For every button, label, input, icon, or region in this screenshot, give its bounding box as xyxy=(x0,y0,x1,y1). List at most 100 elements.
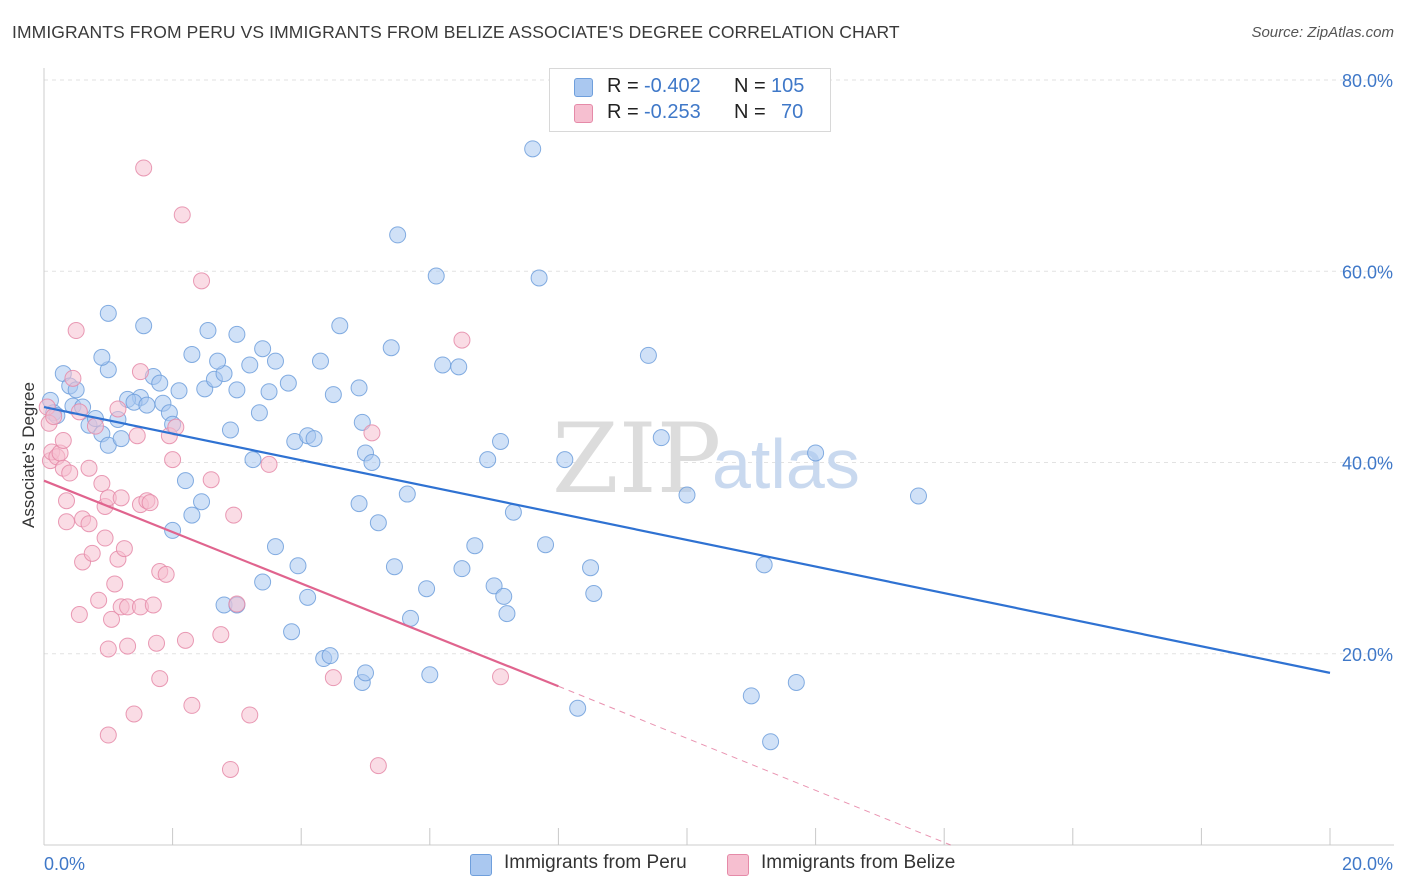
peru-point xyxy=(504,503,522,521)
belize-point xyxy=(58,513,76,531)
peru-swatch xyxy=(470,854,492,876)
r-value: -0.253 xyxy=(644,101,701,123)
belize-point xyxy=(80,459,98,477)
belize-point xyxy=(58,492,76,510)
peru-point xyxy=(585,585,603,603)
peru-point xyxy=(530,269,548,287)
peru-point xyxy=(678,486,696,504)
peru-point xyxy=(289,557,307,575)
peru-point xyxy=(112,430,130,448)
peru-point xyxy=(466,537,484,555)
legend: Immigrants from Peru Immigrants from Bel… xyxy=(0,851,1406,879)
peru-point xyxy=(389,226,407,244)
y-tick-label: 60.0% xyxy=(1342,262,1393,282)
peru-point xyxy=(418,580,436,598)
belize-point xyxy=(492,668,510,686)
y-tick-label: 40.0% xyxy=(1342,454,1393,474)
belize-point xyxy=(83,544,101,562)
belize-point xyxy=(131,363,149,381)
y-axis-title: Associate's Degree xyxy=(19,382,38,528)
peru-point xyxy=(909,487,927,505)
peru-point xyxy=(450,358,468,376)
belize-point xyxy=(183,696,201,714)
peru-point xyxy=(556,451,574,469)
peru-point xyxy=(299,588,317,606)
belize-point xyxy=(363,424,381,442)
peru-point xyxy=(492,432,510,450)
peru-point xyxy=(421,666,439,684)
belize-point xyxy=(221,760,239,778)
peru-point xyxy=(369,514,387,532)
peru-point xyxy=(350,379,368,397)
peru-point xyxy=(279,374,297,392)
peru-trend-line xyxy=(43,405,1331,674)
peru-point xyxy=(350,495,368,513)
peru-point xyxy=(787,673,805,691)
peru-point xyxy=(321,647,339,665)
r-label: R = xyxy=(607,101,639,123)
belize-trend-extension xyxy=(558,685,951,846)
peru-point xyxy=(241,356,259,374)
belize-point xyxy=(260,455,278,473)
n-value: 105 xyxy=(771,75,805,97)
belize-point xyxy=(241,706,259,724)
n-label: N = xyxy=(734,75,766,97)
peru-point xyxy=(250,404,268,422)
chart-title: IMMIGRANTS FROM PERU VS IMMIGRANTS FROM … xyxy=(12,22,900,42)
peru-point xyxy=(807,444,825,462)
belize-trend-line xyxy=(43,479,559,688)
peru-point xyxy=(582,559,600,577)
peru-point xyxy=(151,374,169,392)
peru-point xyxy=(93,348,111,366)
belize-point xyxy=(64,369,82,387)
belize-point xyxy=(228,595,246,613)
belize-point xyxy=(173,206,191,224)
x-tick-label: 0.0% xyxy=(44,854,85,874)
belize-point xyxy=(109,400,127,418)
peru-point xyxy=(353,413,371,431)
peru-point xyxy=(199,322,217,340)
belize-point xyxy=(90,591,108,609)
belize-point xyxy=(93,475,111,493)
peru-point xyxy=(485,577,503,595)
peru-point xyxy=(305,430,323,448)
peru-point xyxy=(170,382,188,400)
peru-point xyxy=(398,485,416,503)
r-label: R = xyxy=(607,75,639,97)
peru-point xyxy=(382,339,400,357)
peru-point xyxy=(183,506,201,524)
peru-point xyxy=(524,140,542,158)
belize-point xyxy=(103,610,121,628)
stats-box: R = -0.402 N = 105 R = -0.253 N = 70 xyxy=(549,68,831,132)
peru-point xyxy=(357,664,374,682)
peru-point xyxy=(244,451,262,469)
belize-swatch xyxy=(574,104,593,123)
belize-point xyxy=(125,705,143,723)
peru-point xyxy=(228,381,246,399)
n-label: N = xyxy=(734,101,766,123)
peru-point xyxy=(135,317,153,335)
r-value: -0.402 xyxy=(644,75,701,97)
belize-point xyxy=(128,427,146,445)
peru-swatch xyxy=(574,78,593,97)
source-label: Source: ZipAtlas.com xyxy=(1251,24,1394,41)
peru-point xyxy=(311,352,329,370)
peru-point xyxy=(266,352,284,370)
belize-point xyxy=(148,634,166,652)
watermark-atlas: atlas xyxy=(712,425,860,503)
belize-point xyxy=(151,670,169,688)
belize-point xyxy=(115,540,133,558)
belize-point xyxy=(193,272,211,290)
peru-point xyxy=(193,493,211,511)
peru-point xyxy=(254,340,272,358)
x-tick-label: 20.0% xyxy=(1342,854,1393,874)
belize-point xyxy=(324,669,342,687)
belize-point xyxy=(141,494,159,512)
belize-point xyxy=(80,515,98,533)
belize-point xyxy=(106,575,124,593)
watermark-zip: ZIP xyxy=(552,403,721,515)
y-tick-label: 20.0% xyxy=(1342,645,1393,665)
peru-point xyxy=(427,267,445,285)
belize-point xyxy=(202,471,220,489)
